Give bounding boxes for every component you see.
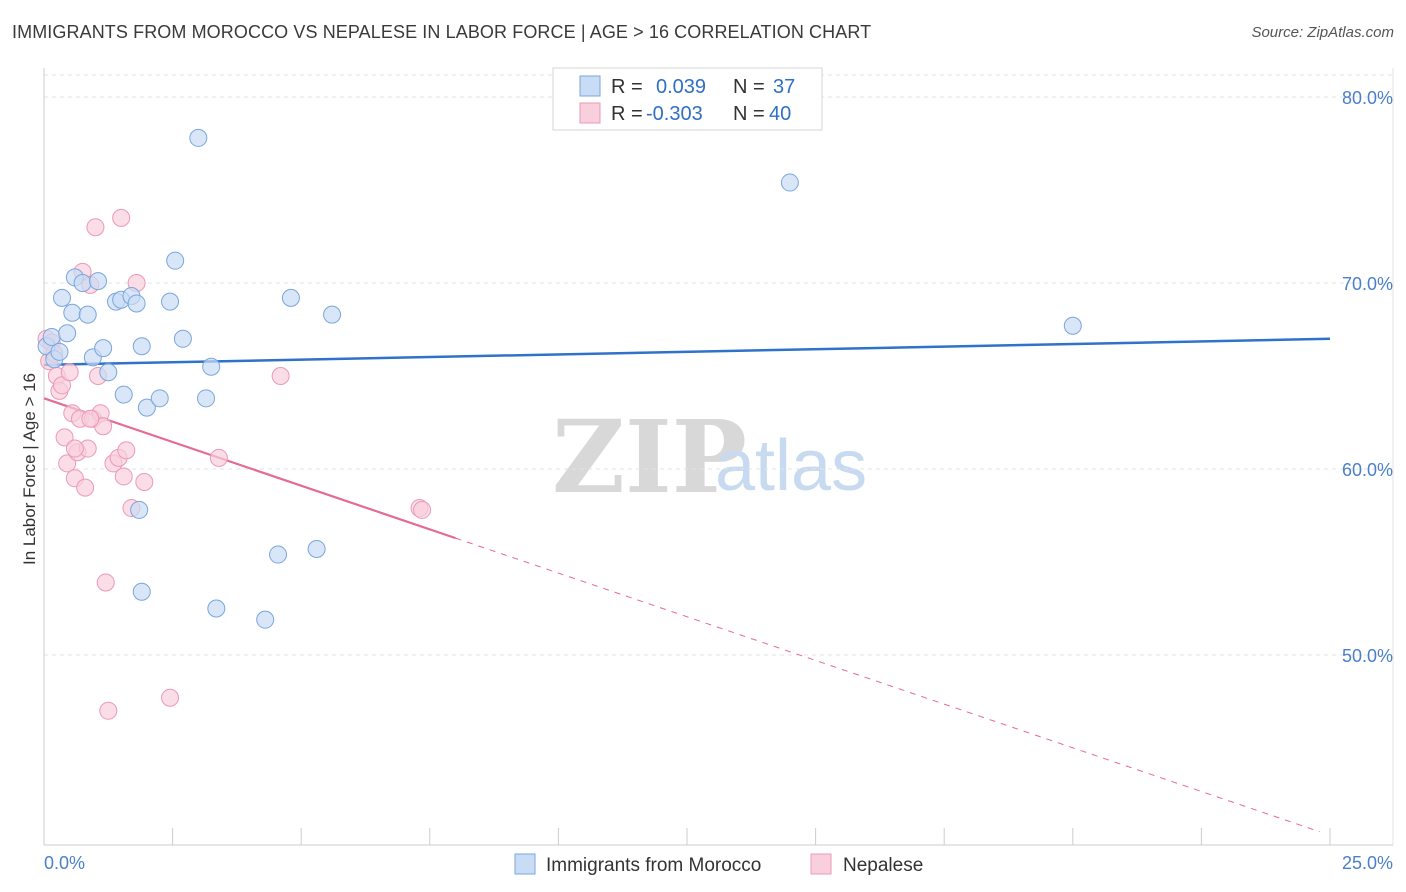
legend-r-label-morocco: R = [611, 76, 643, 98]
point-morocco-28 [207, 599, 226, 618]
point-morocco-29 [256, 610, 275, 629]
legend-swatch-nepalese [579, 102, 601, 124]
point-morocco-16 [114, 385, 133, 404]
legend-n-value-nepalese: 40 [769, 103, 791, 125]
point-morocco-20 [137, 398, 156, 417]
point-morocco-33 [323, 305, 342, 324]
point-nepalese-19 [86, 218, 105, 237]
legend-n-label-morocco: N = [733, 76, 765, 98]
point-nepalese-33 [161, 688, 180, 707]
point-morocco-21 [150, 389, 169, 408]
point-morocco-37 [1063, 316, 1082, 335]
point-morocco-1 [42, 327, 61, 346]
point-morocco-25 [189, 128, 208, 147]
point-nepalese-39 [81, 409, 100, 428]
bottom-legend-swatch-morocco [514, 853, 536, 875]
legend-r-value-nepalese: -0.303 [646, 103, 703, 125]
watermark-atlas: atlas [715, 426, 867, 506]
trend-line-nepalese [43, 397, 456, 540]
point-nepalese-38 [65, 439, 84, 458]
point-morocco-18 [127, 294, 146, 313]
point-morocco-9 [78, 305, 97, 324]
data-points [37, 128, 1082, 720]
point-morocco-6 [63, 303, 82, 322]
point-nepalese-35 [271, 367, 290, 385]
bottom-legend: Immigrants from Morocco Nepalese [514, 853, 923, 876]
watermark-zip: ZIP [552, 398, 747, 516]
point-morocco-8 [73, 274, 92, 292]
point-morocco-11 [89, 272, 108, 291]
point-nepalese-24 [99, 701, 118, 720]
point-nepalese-28 [114, 467, 133, 486]
point-morocco-36 [780, 173, 799, 192]
watermark: ZIP atlas [552, 398, 867, 516]
point-morocco-23 [166, 251, 185, 270]
gridlines [44, 74, 1393, 656]
bottom-legend-swatch-nepalese [810, 853, 832, 875]
point-nepalese-7 [55, 428, 74, 447]
point-morocco-26 [197, 389, 216, 408]
legend-r-label-nepalese: R = [611, 103, 643, 125]
y-tick-label-50: 50.0% [1342, 646, 1393, 666]
point-nepalese-29 [117, 441, 136, 460]
point-morocco-5 [58, 324, 77, 343]
point-nepalese-37 [413, 500, 432, 519]
point-morocco-30 [269, 545, 288, 564]
point-morocco-34 [132, 582, 151, 601]
y-tick-label-70: 70.0% [1342, 274, 1393, 294]
point-nepalese-27 [112, 208, 131, 227]
axes [43, 68, 1394, 846]
point-morocco-3 [50, 342, 69, 361]
point-morocco-12 [94, 339, 113, 358]
y-tick-label-80: 80.0% [1342, 88, 1393, 108]
legend-swatch-morocco [579, 75, 601, 97]
point-nepalese-23 [96, 573, 115, 592]
point-nepalese-9 [60, 363, 79, 382]
legend-box: R = 0.039 N = 37 R = -0.303 N = 40 [552, 67, 823, 131]
point-morocco-31 [281, 288, 300, 307]
legend-r-value-morocco: 0.039 [656, 76, 706, 98]
x-tick-label-min: 0.0% [44, 853, 85, 873]
source-credit: Source: ZipAtlas.com [1251, 24, 1394, 41]
y-tick-label-60: 60.0% [1342, 460, 1393, 480]
point-nepalese-34 [209, 448, 228, 467]
point-morocco-4 [53, 288, 72, 307]
point-morocco-27 [202, 357, 221, 376]
legend-n-value-morocco: 37 [773, 76, 795, 98]
point-morocco-22 [161, 292, 180, 311]
point-morocco-19 [132, 337, 151, 356]
trend-lines [43, 337, 1331, 833]
bottom-legend-label-nepalese: Nepalese [843, 855, 923, 876]
chart-title: IMMIGRANTS FROM MOROCCO VS NEPALESE IN L… [12, 22, 872, 42]
y-axis-title: In Labor Force | Age > 16 [20, 373, 39, 565]
x-tick-label-max: 25.0% [1342, 853, 1393, 873]
trend-line-morocco [43, 337, 1331, 367]
trend-line-nepalese-extension [455, 537, 1320, 833]
bottom-legend-label-morocco: Immigrants from Morocco [546, 855, 761, 876]
point-nepalese-32 [135, 473, 154, 492]
point-nepalese-15 [76, 478, 95, 497]
point-morocco-24 [173, 329, 192, 348]
point-morocco-32 [307, 539, 326, 558]
point-morocco-35 [130, 500, 149, 519]
point-morocco-13 [99, 363, 118, 382]
point-nepalese-8 [58, 454, 77, 473]
legend-n-label-nepalese: N = [733, 103, 765, 125]
y-tick-labels: 50.0% 60.0% 70.0% 80.0% [1342, 88, 1393, 666]
